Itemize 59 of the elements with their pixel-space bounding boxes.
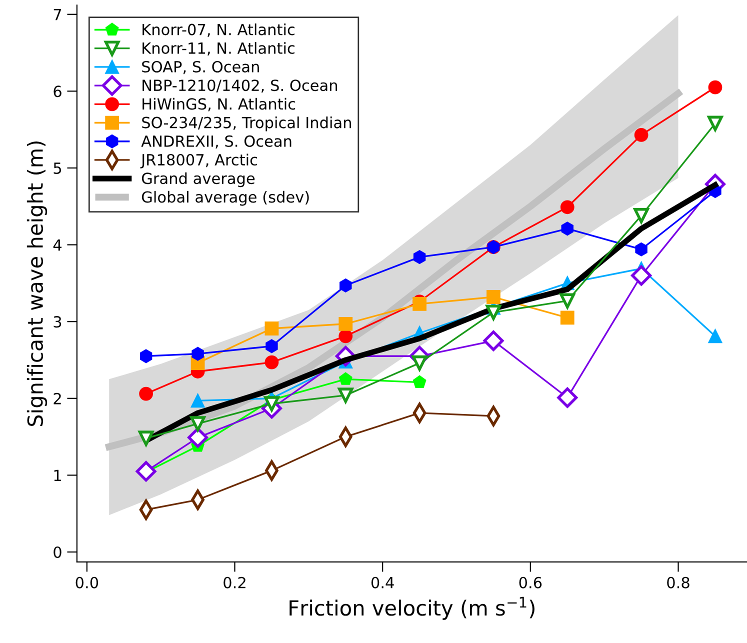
point [338,316,353,331]
legend-label: HiWinGS, N. Atlantic [142,98,296,112]
y-axis-title: Significant wave height (m) [26,141,48,426]
point [631,265,652,286]
point [413,250,426,264]
point [486,304,502,320]
point [139,386,153,401]
point [140,349,152,364]
legend-label: ANDREXII, S. Ocean [141,135,292,148]
point [560,310,574,325]
point [560,293,576,308]
point [338,329,353,344]
point [190,416,206,432]
point [192,346,204,361]
point [190,394,205,408]
x-axis-title: Friction velocity (m s$^{−1}$) [290,596,534,620]
legend-label: NBP-1210/1402, S. Ocean [142,80,338,93]
x-tick-label: 0.0 [76,576,98,588]
point [338,388,354,403]
y-tick-label: 7 [54,9,62,20]
legend-label: Knorr-11, N. Atlantic [142,42,294,56]
point [708,329,722,344]
y-tick-label: 5 [54,162,62,174]
point [138,430,154,446]
point [412,375,426,388]
point [634,128,648,142]
y-tick-label: 4 [53,239,62,251]
legend-label: Knorr-07, N. Atlantic [142,23,294,37]
x-tick-label: 0.6 [519,576,542,588]
x-tick-label: 0.8 [667,576,690,588]
x-tick-label: 0.2 [224,576,246,588]
y-tick-label: 6 [54,86,62,98]
point [486,290,500,304]
y-tick-label: 0 [54,546,62,558]
legend-label: SO-234/235, Tropical Indian [142,116,351,132]
point [136,461,156,482]
point [560,200,574,214]
point [557,387,578,408]
point [634,208,649,224]
y-tick-label: 1 [54,470,61,481]
point [483,330,504,352]
legend-label: Grand average [142,172,255,188]
point [264,322,279,336]
legend-label: JR18007, Arctic [140,154,258,168]
point [708,80,722,94]
point [708,116,723,132]
point [340,278,352,292]
point [264,355,279,370]
legend-label: SOAP, S. Ocean [142,60,259,74]
x-tick-label: 0.4 [371,576,394,588]
y-tick-label: 2 [54,392,61,404]
point [266,339,278,354]
point [188,427,208,448]
y-tick-label: 3 [54,316,62,328]
point [635,242,648,256]
legend-label: Global average (sdev) [142,190,309,206]
point [412,355,428,371]
point [561,222,574,236]
point [338,372,352,385]
